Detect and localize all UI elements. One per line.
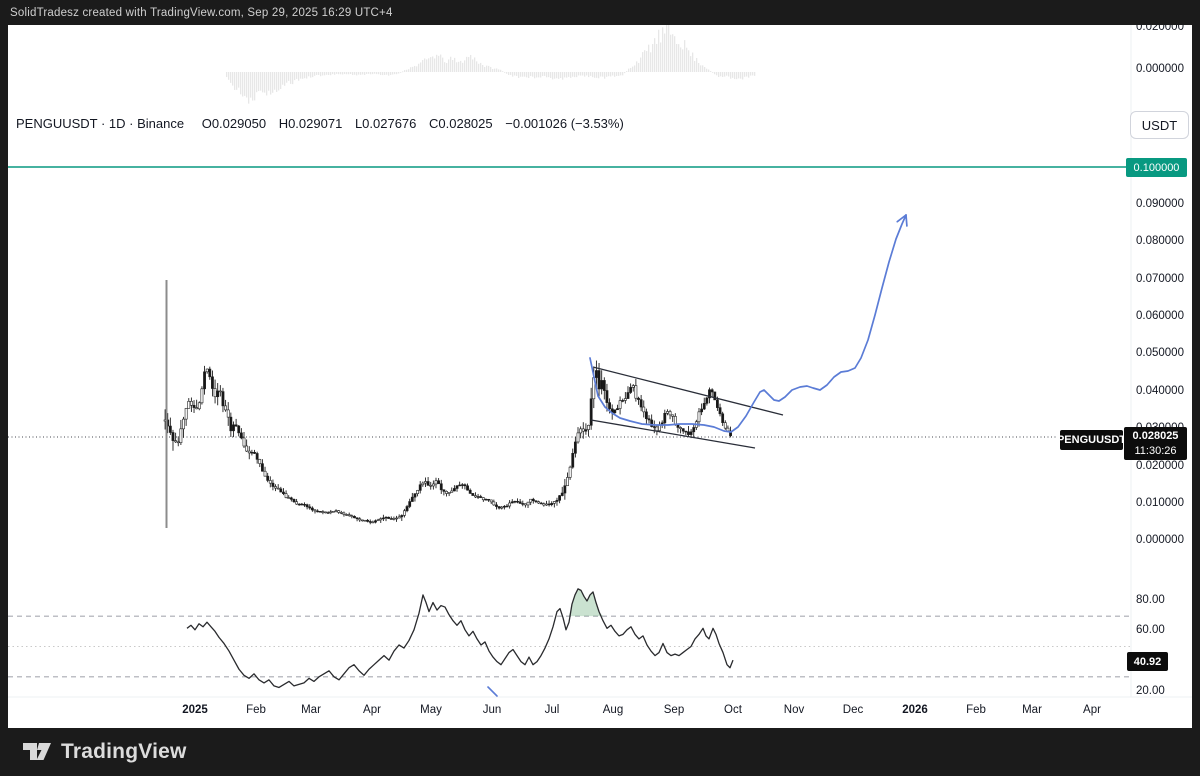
symbol-legend: PENGUUSDT · 1D · Binance O0.029050 H0.02… bbox=[16, 116, 633, 131]
footer-bar: TradingView bbox=[0, 728, 1200, 776]
symbol-title[interactable]: PENGUUSDT · 1D · Binance bbox=[16, 116, 185, 131]
tradingview-wordmark[interactable]: TradingView bbox=[61, 740, 187, 763]
ohlc-high: H0.029071 bbox=[278, 116, 343, 131]
right-frame-border bbox=[1192, 25, 1200, 728]
currency-toggle-button[interactable]: USDT bbox=[1130, 111, 1189, 139]
ohlc-change: −0.001026 (−3.53%) bbox=[505, 116, 624, 131]
green-level-price-tag: 0.100000 bbox=[1126, 158, 1187, 177]
tradingview-logo-icon[interactable] bbox=[22, 739, 52, 765]
last-price-tag: 0.028025 11:30:26 bbox=[1124, 427, 1187, 460]
attribution-text: SolidTradesz created with TradingView.co… bbox=[10, 6, 393, 19]
rsi-value-tag: 40.92 bbox=[1127, 652, 1168, 671]
ohlc-low: L0.027676 bbox=[354, 116, 417, 131]
ohlc-close: C0.028025 bbox=[429, 116, 493, 131]
attribution-bar: SolidTradesz created with TradingView.co… bbox=[0, 0, 1200, 25]
ohlc-open: O0.029050 bbox=[201, 116, 267, 131]
symbol-price-line-label: PENGUUSDT bbox=[1057, 430, 1126, 450]
bar-countdown: 11:30:26 bbox=[1134, 444, 1177, 457]
last-price-value: 0.028025 bbox=[1132, 429, 1179, 442]
left-frame-border bbox=[0, 25, 8, 728]
